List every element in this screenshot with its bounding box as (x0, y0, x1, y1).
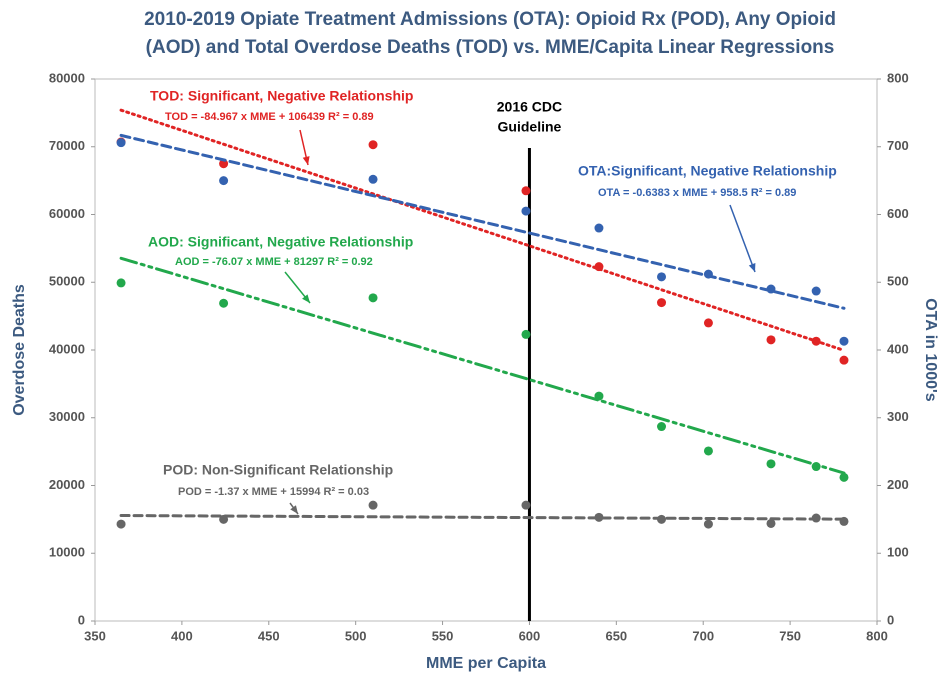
arrow-head (290, 505, 298, 514)
data-point (594, 512, 604, 522)
annotation-equation: AOD = -76.07 x MME + 81297 R² = 0.92 (175, 256, 373, 268)
data-point (657, 272, 667, 282)
data-point (839, 336, 849, 346)
data-point (811, 462, 821, 472)
data-point (657, 298, 667, 308)
data-point (766, 518, 776, 528)
data-point (116, 519, 126, 529)
chart-title: (AOD) and Total Overdose Deaths (TOD) vs… (146, 37, 835, 58)
y2-tick-label: 0 (887, 612, 894, 627)
annotation-equation: OTA = -0.6383 x MME + 958.5 R² = 0.89 (598, 187, 796, 199)
data-point (703, 446, 713, 456)
guideline-label: Guideline (498, 119, 562, 135)
x-tick-label: 450 (258, 628, 280, 643)
y2-tick-label: 600 (887, 206, 909, 221)
data-point (368, 500, 378, 510)
y-tick-label: 0 (78, 612, 85, 627)
trend-line (119, 514, 846, 521)
data-point (594, 262, 604, 272)
x-axis-label: MME per Capita (426, 655, 546, 672)
x-tick-label: 700 (692, 628, 714, 643)
y2-tick-label: 800 (887, 70, 909, 85)
y2-tick-label: 200 (887, 477, 909, 492)
data-point (594, 223, 604, 233)
x-tick-label: 550 (432, 628, 454, 643)
y-tick-label: 60000 (49, 206, 85, 221)
x-tick-label: 600 (519, 628, 541, 643)
annotation-equation: POD = -1.37 x MME + 15994 R² = 0.03 (178, 486, 369, 498)
y-tick-label: 80000 (49, 70, 85, 85)
data-point (766, 335, 776, 345)
y2-tick-label: 500 (887, 274, 909, 289)
x-tick-label: 350 (84, 628, 106, 643)
data-point (368, 140, 378, 150)
guideline-label: 2016 CDC (497, 99, 562, 115)
x-tick-label: 650 (605, 628, 627, 643)
data-point (521, 329, 531, 339)
y-tick-label: 30000 (49, 409, 85, 424)
data-point (766, 459, 776, 469)
data-point (521, 500, 531, 510)
data-point (811, 286, 821, 296)
y2-tick-label: 300 (887, 409, 909, 424)
data-point (521, 186, 531, 196)
annotation-equation: TOD = -84.967 x MME + 106439 R² = 0.89 (165, 111, 374, 123)
data-point (703, 519, 713, 529)
data-point (219, 298, 229, 308)
data-point (368, 293, 378, 303)
data-point (811, 336, 821, 346)
data-point (657, 422, 667, 432)
arrow-head (748, 263, 756, 272)
chart-title: 2010-2019 Opiate Treatment Admissions (O… (144, 9, 836, 30)
x-tick-label: 800 (866, 628, 888, 643)
data-point (219, 176, 229, 186)
arrow-head (302, 294, 310, 303)
annotation-title: POD: Non-Significant Relationship (163, 462, 393, 478)
annotation-arrow (729, 204, 756, 273)
y-tick-label: 50000 (49, 274, 85, 289)
x-tick-label: 400 (171, 628, 193, 643)
data-point (811, 513, 821, 523)
trend-line (119, 256, 846, 475)
trend-line (119, 108, 846, 352)
plot-frame (94, 78, 878, 622)
data-point (703, 269, 713, 279)
annotation-title: TOD: Significant, Negative Relationship (150, 88, 413, 104)
y-tick-label: 70000 (49, 138, 85, 153)
data-point (116, 138, 126, 148)
y2-axis-label: OTA in 1000's (922, 298, 939, 402)
y2-tick-label: 100 (887, 545, 909, 560)
y2-tick-label: 400 (887, 341, 909, 356)
trend-line (119, 133, 846, 310)
arrow-head (302, 156, 310, 165)
data-point (839, 355, 849, 365)
data-point (521, 206, 531, 216)
data-point (766, 284, 776, 294)
annotation-title: OTA:Significant, Negative Relationship (578, 163, 837, 179)
x-tick-label: 500 (345, 628, 367, 643)
y2-tick-label: 700 (887, 138, 909, 153)
y-tick-label: 20000 (49, 477, 85, 492)
data-point (703, 318, 713, 328)
data-point (219, 514, 229, 524)
data-point (116, 278, 126, 288)
y-axis-label: Overdose Deaths (11, 284, 28, 416)
data-point (368, 174, 378, 184)
annotation-title: AOD: Significant, Negative Relationship (148, 234, 413, 250)
y-tick-label: 10000 (49, 545, 85, 560)
data-point (657, 514, 667, 524)
data-point (839, 516, 849, 526)
data-point (594, 391, 604, 401)
x-tick-label: 750 (779, 628, 801, 643)
data-point (839, 472, 849, 482)
y-tick-label: 40000 (49, 341, 85, 356)
